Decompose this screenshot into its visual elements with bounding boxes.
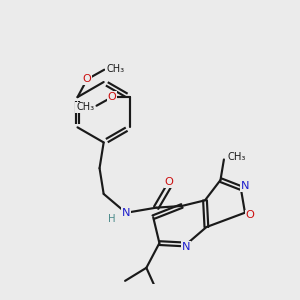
Text: CH₃: CH₃ <box>106 64 124 74</box>
Text: N: N <box>182 242 190 252</box>
Text: O: O <box>108 92 116 102</box>
Text: O: O <box>83 74 92 84</box>
Text: CH₃: CH₃ <box>228 152 246 162</box>
Text: N: N <box>241 181 249 191</box>
Text: CH₃: CH₃ <box>76 102 94 112</box>
Text: N: N <box>122 208 130 218</box>
Text: O: O <box>246 210 255 220</box>
Text: O: O <box>165 177 174 187</box>
Text: H: H <box>108 214 115 224</box>
